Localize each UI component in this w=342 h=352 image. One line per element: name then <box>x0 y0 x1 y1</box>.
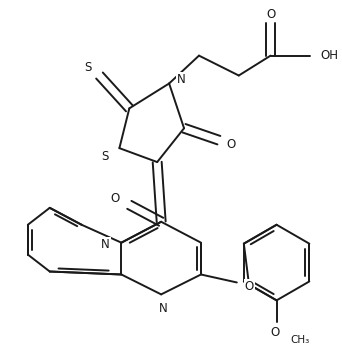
Text: O: O <box>226 138 235 151</box>
Text: CH₃: CH₃ <box>290 335 310 345</box>
Text: S: S <box>101 150 108 163</box>
Text: O: O <box>111 193 120 205</box>
Text: OH: OH <box>320 49 338 62</box>
Text: O: O <box>245 280 254 293</box>
Text: N: N <box>159 302 168 315</box>
Text: S: S <box>84 61 91 74</box>
Text: N: N <box>177 73 185 86</box>
Text: O: O <box>270 326 279 339</box>
Text: O: O <box>266 8 275 21</box>
Text: N: N <box>101 238 110 251</box>
